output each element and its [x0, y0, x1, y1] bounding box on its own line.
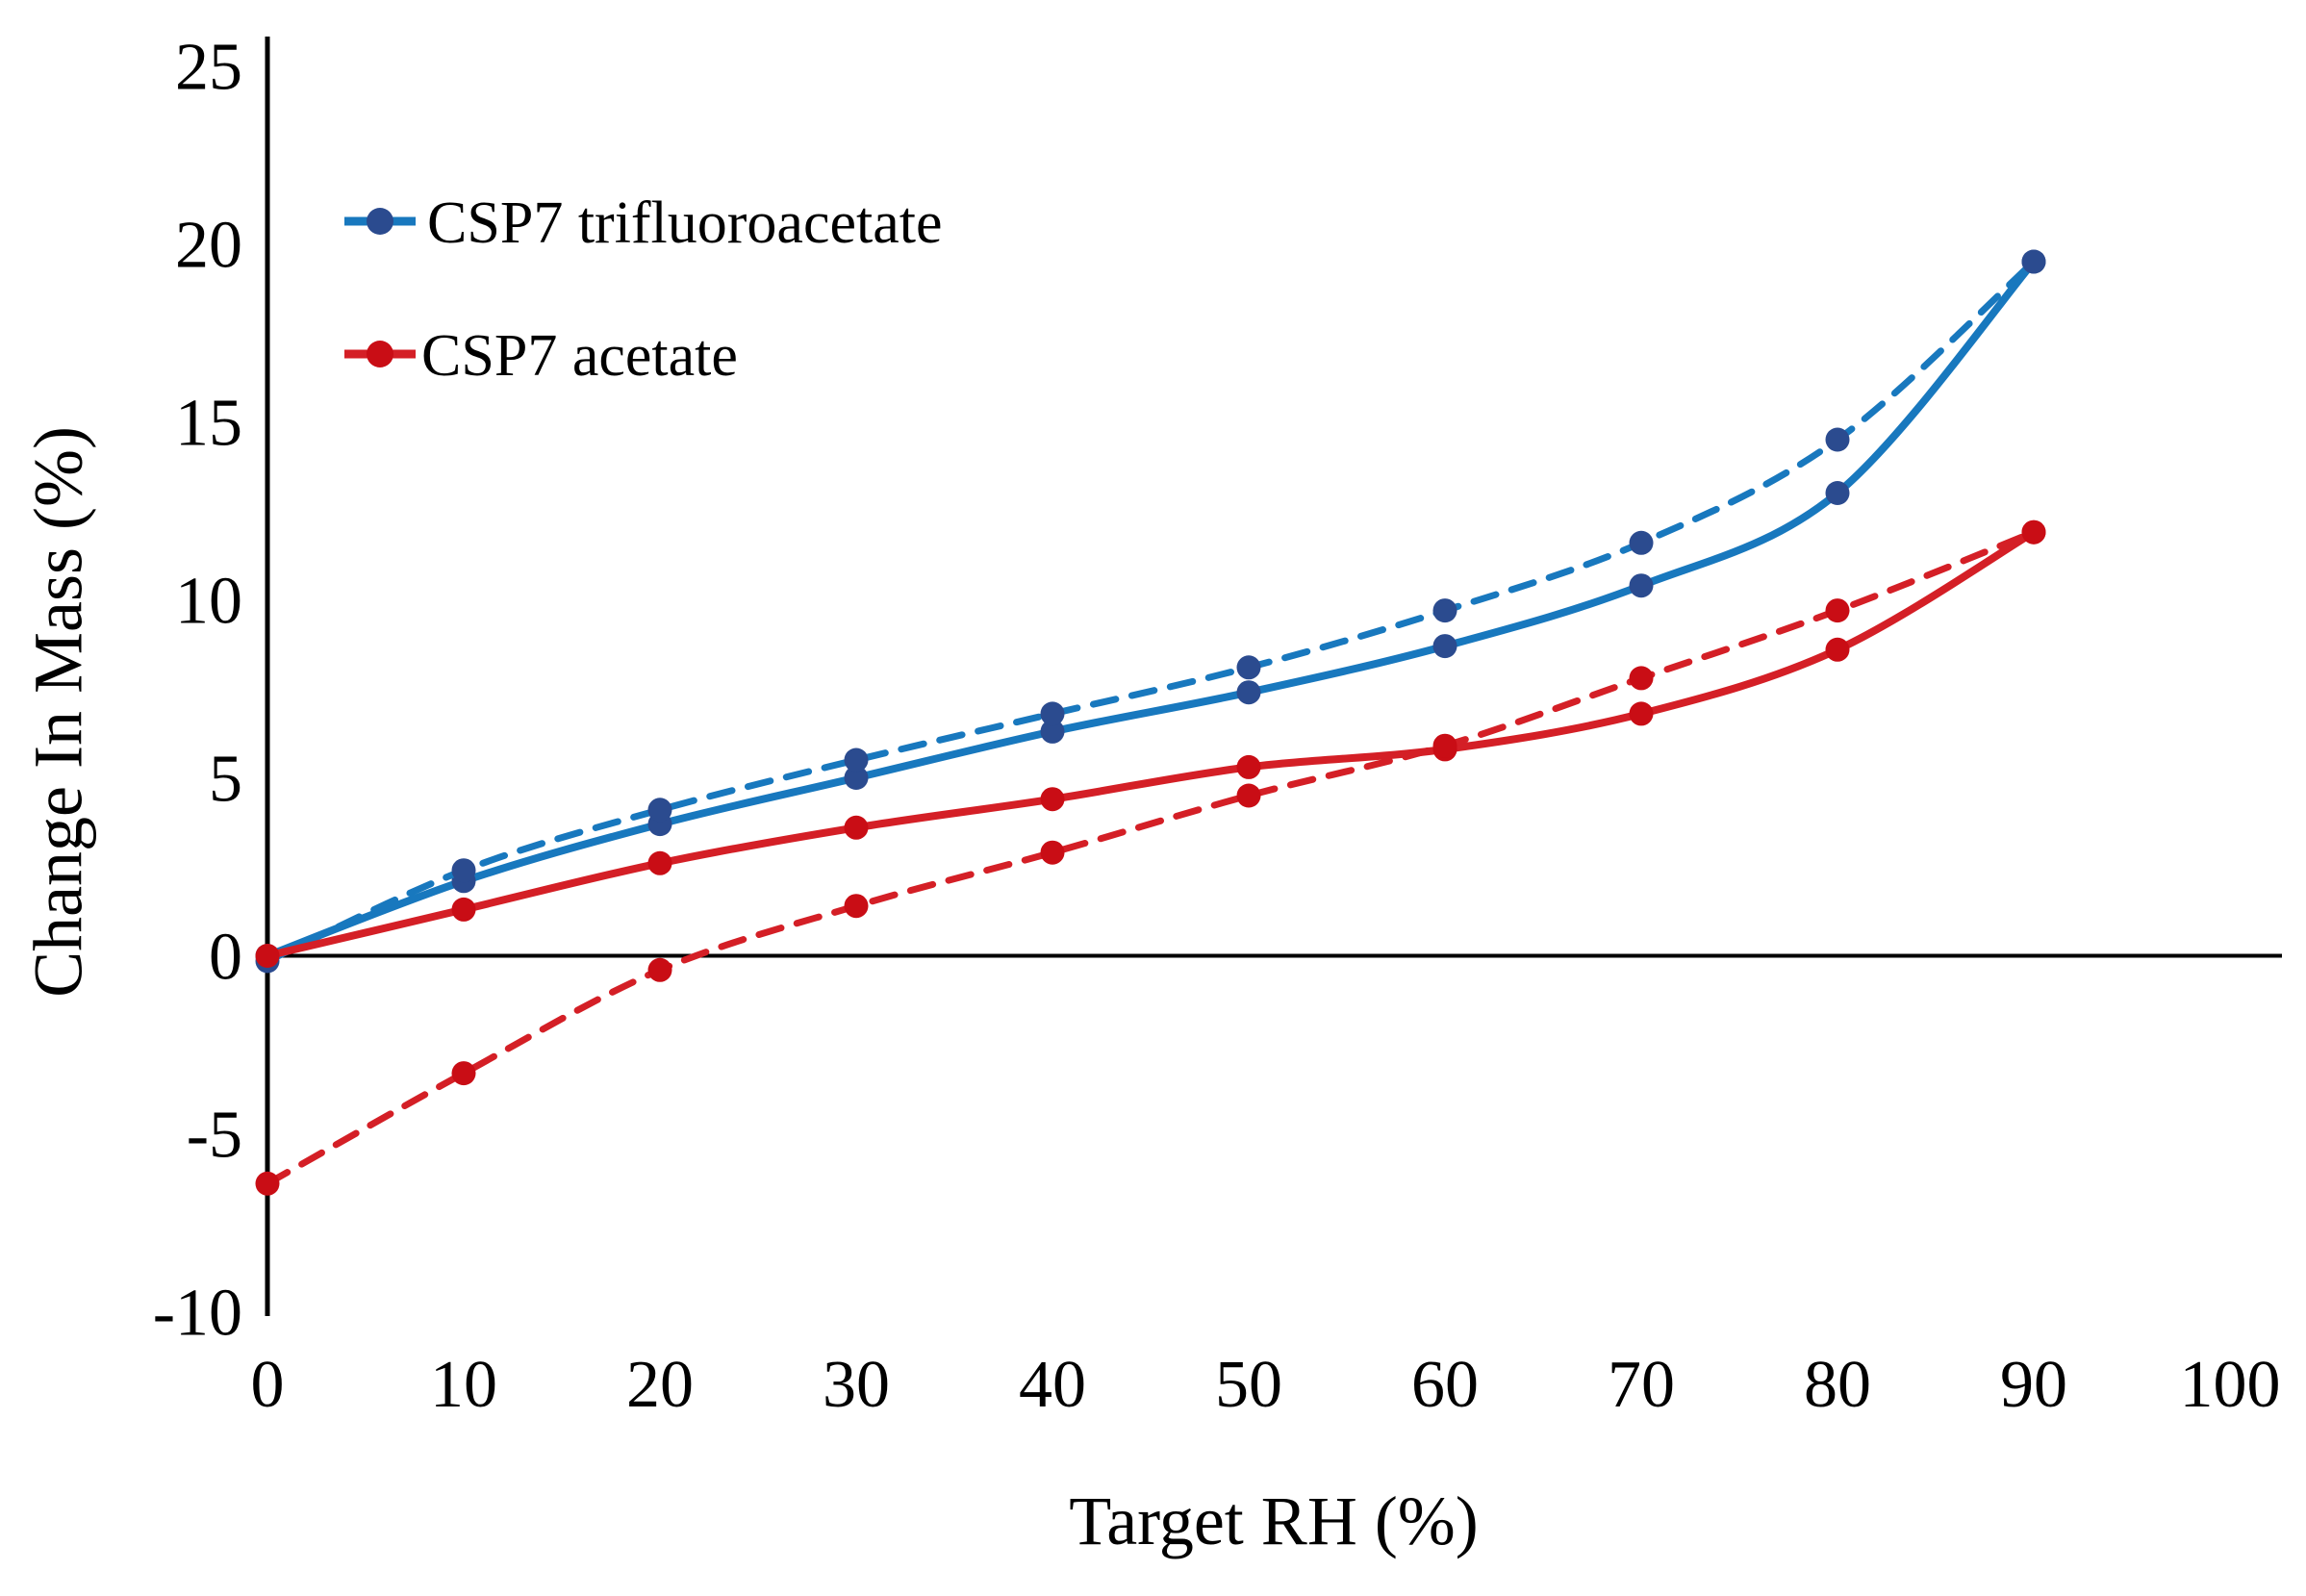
data-point-marker	[844, 766, 869, 790]
data-point-marker	[1629, 701, 1654, 726]
legend-label: CSP7 acetate	[421, 323, 738, 389]
data-point-marker	[451, 1061, 476, 1086]
x-tick-label: 0	[251, 1348, 285, 1422]
data-point-marker	[1236, 754, 1261, 779]
data-point-marker	[1825, 427, 1850, 452]
data-point-marker	[1825, 481, 1850, 505]
series-line-csp7-acetate-desorption	[264, 528, 2038, 1187]
data-point-marker	[1236, 783, 1261, 808]
data-point-marker	[844, 747, 869, 773]
legend-item-csp7-acetate: CSP7 acetate	[344, 323, 738, 389]
y-axis-title: Change In Mass (%)	[20, 426, 97, 998]
y-tick-label: 10	[175, 565, 242, 639]
y-tick-label: 25	[175, 31, 242, 105]
legend: CSP7 trifluoroacetate CSP7 acetate	[344, 190, 942, 389]
data-point-marker	[255, 1171, 280, 1196]
x-tick-labels: 0 10 20 30 40 50 60 70 80 90 100	[251, 1348, 2281, 1422]
y-tick-label: 15	[175, 387, 242, 461]
data-point-marker	[451, 858, 476, 883]
series-layer	[255, 249, 2046, 1196]
series-csp7-trifluoroacetate-desorption	[255, 249, 2046, 974]
data-point-marker	[844, 894, 869, 919]
data-point-marker	[2021, 519, 2046, 545]
series-csp7-acetate-desorption	[255, 519, 2046, 1196]
data-point-marker	[1040, 701, 1065, 726]
legend-marker-icon	[367, 208, 393, 235]
legend-marker-icon	[367, 341, 393, 367]
data-point-marker	[1040, 719, 1065, 744]
x-tick-label: 50	[1215, 1348, 1282, 1422]
legend-label: CSP7 trifluoroacetate	[427, 190, 942, 256]
x-axis-title: Target RH (%)	[1069, 1482, 1479, 1559]
y-tick-label: 0	[209, 921, 242, 995]
data-point-marker	[2021, 249, 2046, 274]
data-point-marker	[1629, 530, 1654, 555]
x-tick-label: 30	[823, 1348, 890, 1422]
y-tick-label: -5	[187, 1099, 242, 1173]
data-point-marker	[1432, 733, 1457, 758]
legend-item-csp7-trifluoroacetate: CSP7 trifluoroacetate	[344, 190, 942, 256]
y-tick-label: 5	[209, 743, 242, 817]
data-point-marker	[844, 815, 869, 840]
series-csp7-acetate-sorption	[255, 519, 2046, 968]
data-point-marker	[451, 897, 476, 922]
x-tick-label: 100	[2180, 1348, 2281, 1422]
series-line-csp7-trifluoroacetate-sorption	[264, 258, 2038, 960]
data-point-marker	[1040, 787, 1065, 812]
data-point-marker	[1629, 573, 1654, 598]
y-tick-label: 20	[175, 209, 242, 283]
series-line-csp7-trifluoroacetate-desorption	[264, 258, 2038, 965]
data-point-marker	[1236, 655, 1261, 680]
data-point-marker	[255, 944, 280, 968]
data-point-marker	[1825, 637, 1850, 662]
data-point-marker	[647, 957, 672, 982]
x-tick-label: 10	[430, 1348, 497, 1422]
y-tick-label: -10	[153, 1277, 242, 1351]
data-point-marker	[1432, 598, 1457, 623]
data-point-marker	[1236, 680, 1261, 705]
data-point-marker	[1432, 634, 1457, 659]
x-tick-label: 70	[1608, 1348, 1675, 1422]
x-tick-label: 90	[2000, 1348, 2067, 1422]
y-tick-labels: 25 20 15 10 5 0 -5 -10	[153, 31, 242, 1351]
x-tick-label: 80	[1804, 1348, 1871, 1422]
data-point-marker	[647, 798, 672, 823]
x-tick-label: 20	[626, 1348, 694, 1422]
data-point-marker	[647, 850, 672, 875]
x-tick-label: 40	[1019, 1348, 1086, 1422]
data-point-marker	[1629, 666, 1654, 691]
data-point-marker	[1825, 598, 1850, 623]
data-point-marker	[1040, 840, 1065, 865]
x-tick-label: 60	[1411, 1348, 1479, 1422]
series-line-csp7-acetate-sorption	[264, 528, 2038, 960]
